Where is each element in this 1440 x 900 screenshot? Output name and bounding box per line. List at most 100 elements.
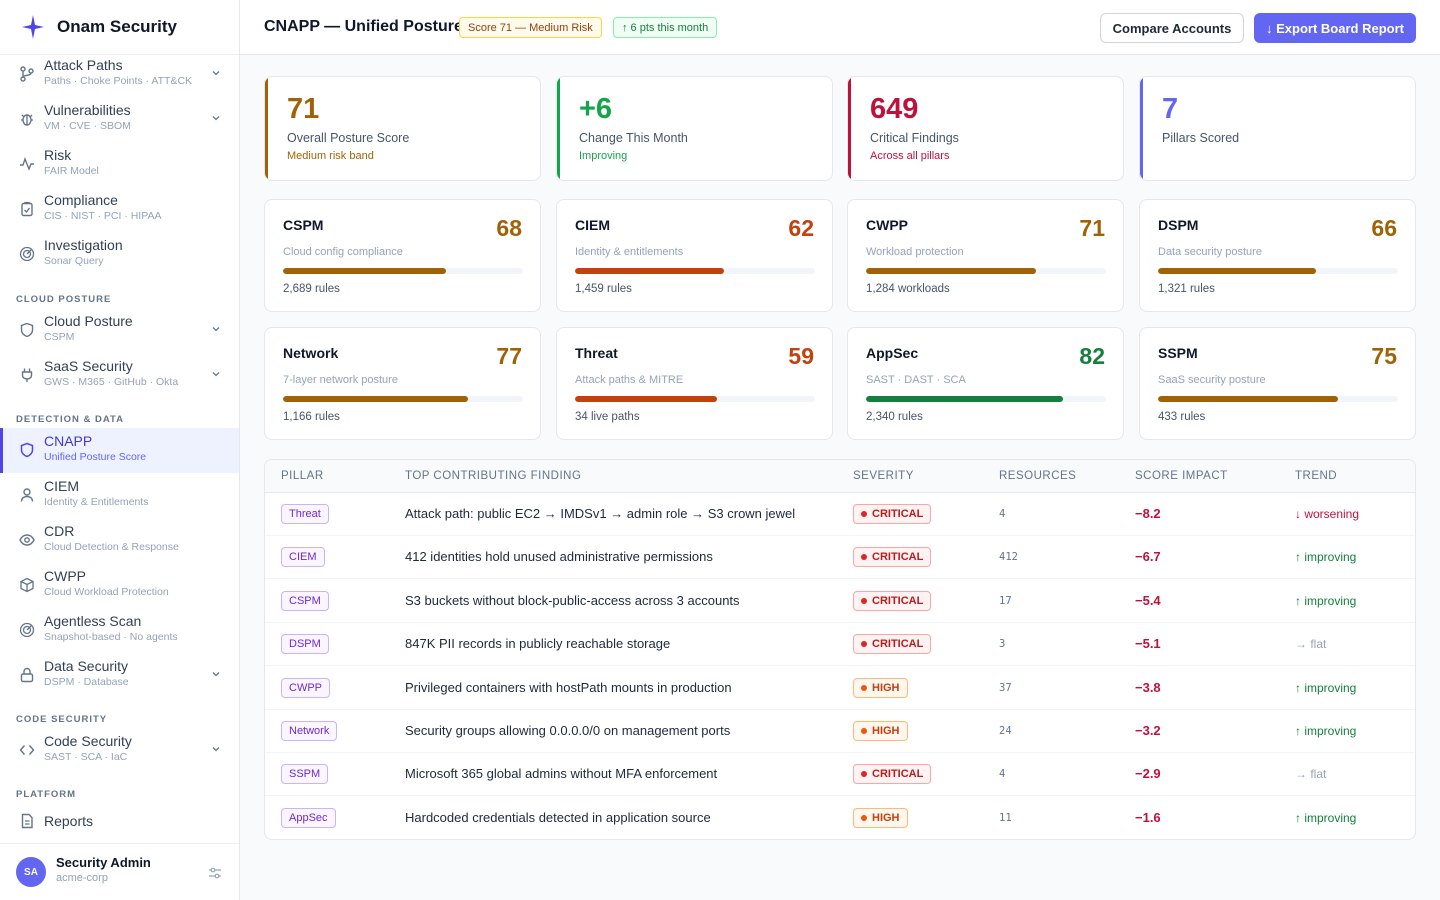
pillar-progress-fill bbox=[575, 396, 717, 402]
sidebar-item-data-security[interactable]: Data Security DSPM · Database bbox=[0, 653, 239, 698]
user-profile[interactable]: SA Security Admin acme-corp bbox=[0, 843, 239, 900]
sidebar-item-compliance[interactable]: Compliance CIS · NIST · PCI · HIPAA bbox=[0, 187, 239, 232]
column-header-trend[interactable]: TREND bbox=[1295, 470, 1338, 482]
pillar-card-sspm[interactable]: SSPM 75 SaaS security posture 433 rules bbox=[1139, 327, 1416, 440]
pillar-score: 62 bbox=[788, 215, 814, 241]
sidebar-item-attack-paths[interactable]: Attack Paths Paths · Choke Points · ATT&C… bbox=[0, 55, 239, 97]
finding-text[interactable]: 847K PII records in publicly reachable s… bbox=[405, 636, 671, 652]
finding-text[interactable]: Microsoft 365 global admins without MFA … bbox=[405, 766, 718, 782]
pillar-card-network[interactable]: Network 77 7-layer network posture 1,166… bbox=[264, 327, 541, 440]
clipboard-icon bbox=[21, 201, 33, 217]
finding-text[interactable]: Hardcoded credentials detected in applic… bbox=[405, 809, 711, 825]
column-header-pillar[interactable]: PILLAR bbox=[281, 470, 324, 482]
severity-label: CRITICAL bbox=[872, 638, 924, 651]
pillar-tag[interactable]: Network bbox=[281, 721, 338, 741]
sidebar-item-label: Agentless Scan bbox=[44, 613, 142, 629]
radar-icon bbox=[19, 246, 35, 262]
eye-icon bbox=[19, 534, 35, 546]
table-header: PILLAR TOP CONTRIBUTING FINDING SEVERITY… bbox=[265, 460, 1415, 493]
code-icon bbox=[19, 745, 35, 755]
finding-text[interactable]: 412 identities hold unused administrativ… bbox=[405, 549, 713, 565]
pillar-card-threat[interactable]: Threat 59 Attack paths & MITRE 34 live p… bbox=[556, 327, 833, 440]
pillar-card-dspm[interactable]: DSPM 66 Data security posture 1,321 rule… bbox=[1139, 199, 1416, 312]
sidebar-item-sub: SAST · SCA · IaC bbox=[44, 751, 128, 763]
sidebar-item-ciem[interactable]: CIEM Identity & Entitlements bbox=[0, 473, 239, 518]
pillar-progress-track bbox=[575, 396, 815, 402]
brand[interactable]: Onam Security bbox=[0, 0, 239, 55]
pillar-card-cspm[interactable]: CSPM 68 Cloud config compliance 2,689 ru… bbox=[264, 199, 541, 312]
pillar-tag[interactable]: AppSec bbox=[281, 807, 336, 828]
user-name: Security Admin bbox=[56, 855, 151, 870]
pillar-name: DSPM bbox=[1158, 217, 1199, 233]
column-header-score-impact[interactable]: SCORE IMPACT bbox=[1135, 470, 1228, 482]
export-board-report-button[interactable]: ↓ Export Board Report bbox=[1254, 13, 1416, 43]
column-header-resources[interactable]: RESOURCES bbox=[999, 470, 1077, 482]
pillar-progress-track bbox=[283, 396, 523, 402]
sidebar-item-code-security[interactable]: Code Security SAST · SCA · IaC bbox=[0, 728, 239, 773]
page-title: CNAPP — Unified Posture bbox=[264, 18, 463, 35]
table-row[interactable]: CIEM 412 identities hold unused administr… bbox=[265, 536, 1415, 580]
column-header-severity[interactable]: SEVERITY bbox=[853, 470, 914, 482]
sidebar-item-sub: GWS · M365 · GitHub · Okta bbox=[44, 376, 179, 388]
score-impact: −2.9 bbox=[1135, 766, 1161, 782]
finding-text[interactable]: Privileged containers with hostPath moun… bbox=[405, 679, 732, 695]
pillar-tag[interactable]: CSPM bbox=[281, 590, 329, 611]
sidebar-item-saas-security[interactable]: SaaS Security GWS · M365 · GitHub · Okta bbox=[0, 353, 239, 398]
pillar-card-cwpp[interactable]: CWPP 71 Workload protection 1,284 worklo… bbox=[847, 199, 1124, 312]
pillar-count: 1,459 rules bbox=[575, 283, 632, 295]
sidebar-item-sub: Identity & Entitlements bbox=[44, 496, 149, 508]
column-header-finding[interactable]: TOP CONTRIBUTING FINDING bbox=[405, 470, 582, 482]
score-impact: −1.6 bbox=[1135, 809, 1161, 825]
settings-sliders-icon[interactable] bbox=[208, 866, 222, 880]
pulse-icon bbox=[20, 156, 34, 171]
pillar-progress-fill bbox=[283, 268, 447, 274]
table-row[interactable]: Network Security groups allowing 0.0.0.0/… bbox=[265, 710, 1415, 753]
pillar-tag[interactable]: DSPM bbox=[281, 634, 329, 655]
pillar-progress-fill bbox=[1158, 268, 1317, 274]
sidebar-item-investigation[interactable]: Investigation Sonar Query bbox=[0, 232, 239, 277]
user-icon bbox=[20, 488, 34, 502]
pillar-card-appsec[interactable]: AppSec 82 SAST · DAST · SCA 2,340 rules bbox=[847, 327, 1124, 440]
finding-text[interactable]: Attack path: public EC2 → IMDSv1 → admin… bbox=[405, 506, 796, 521]
table-row[interactable]: SSPM Microsoft 365 global admins without … bbox=[265, 753, 1415, 797]
brand-name: Onam Security bbox=[57, 17, 177, 36]
finding-text[interactable]: Security groups allowing 0.0.0.0/0 on ma… bbox=[405, 723, 731, 738]
sidebar-item-cdr[interactable]: CDR Cloud Detection & Response bbox=[0, 518, 239, 563]
sidebar-item-cloud-posture[interactable]: Cloud Posture CSPM bbox=[0, 308, 239, 353]
sidebar-item-risk[interactable]: Risk FAIR Model bbox=[0, 142, 239, 187]
chevron-down-icon bbox=[212, 71, 220, 76]
table-row[interactable]: CSPM S3 buckets without block-public-acce… bbox=[265, 580, 1415, 623]
pillar-name: AppSec bbox=[866, 345, 919, 361]
pillar-tag[interactable]: Threat bbox=[281, 504, 329, 524]
severity-dot-icon bbox=[861, 771, 867, 778]
trend-indicator: ↑ improving bbox=[1295, 550, 1357, 565]
severity-label: HIGH bbox=[872, 725, 900, 737]
score-impact: −8.2 bbox=[1135, 506, 1161, 521]
pillar-score: 68 bbox=[496, 215, 522, 241]
table-row[interactable]: Threat Attack path: public EC2 → IMDSv1 →… bbox=[265, 493, 1415, 536]
resource-count: 37 bbox=[999, 681, 1012, 694]
trend-indicator: ↓ worsening bbox=[1295, 507, 1360, 521]
pillar-count: 1,321 rules bbox=[1158, 283, 1215, 295]
compare-accounts-button[interactable]: Compare Accounts bbox=[1100, 13, 1244, 43]
sidebar-item-cwpp[interactable]: CWPP Cloud Workload Protection bbox=[0, 563, 239, 608]
sidebar-item-vulnerabilities[interactable]: Vulnerabilities VM · CVE · SBOM bbox=[0, 97, 239, 142]
pillar-card-ciem[interactable]: CIEM 62 Identity & entitlements 1,459 ru… bbox=[556, 199, 833, 312]
severity-dot-icon bbox=[861, 554, 867, 561]
pillar-tag[interactable]: CWPP bbox=[281, 677, 330, 698]
pillar-progress-track bbox=[1158, 396, 1398, 402]
trend-indicator: → flat bbox=[1295, 637, 1327, 652]
sidebar-item-sub: Unified Posture Score bbox=[44, 451, 147, 463]
pillar-desc: Attack paths & MITRE bbox=[575, 374, 684, 386]
sidebar-item-agentless-scan[interactable]: Agentless Scan Snapshot-based · No agents bbox=[0, 608, 239, 653]
table-row[interactable]: DSPM 847K PII records in publicly reachab… bbox=[265, 623, 1415, 667]
table-row[interactable]: CWPP Privileged containers with hostPath … bbox=[265, 667, 1415, 710]
kpi-accent-bar bbox=[557, 77, 560, 180]
pillar-count: 1,284 workloads bbox=[866, 283, 950, 295]
pillar-tag[interactable]: CIEM bbox=[281, 547, 325, 568]
sidebar-item-reports[interactable]: Reports bbox=[0, 799, 239, 843]
sidebar-item-cnapp[interactable]: CNAPP Unified Posture Score bbox=[0, 428, 239, 473]
table-row[interactable]: AppSec Hardcoded credentials detected in … bbox=[265, 797, 1415, 839]
pillar-tag[interactable]: SSPM bbox=[281, 764, 329, 785]
finding-text[interactable]: S3 buckets without block-public-access a… bbox=[405, 592, 740, 608]
